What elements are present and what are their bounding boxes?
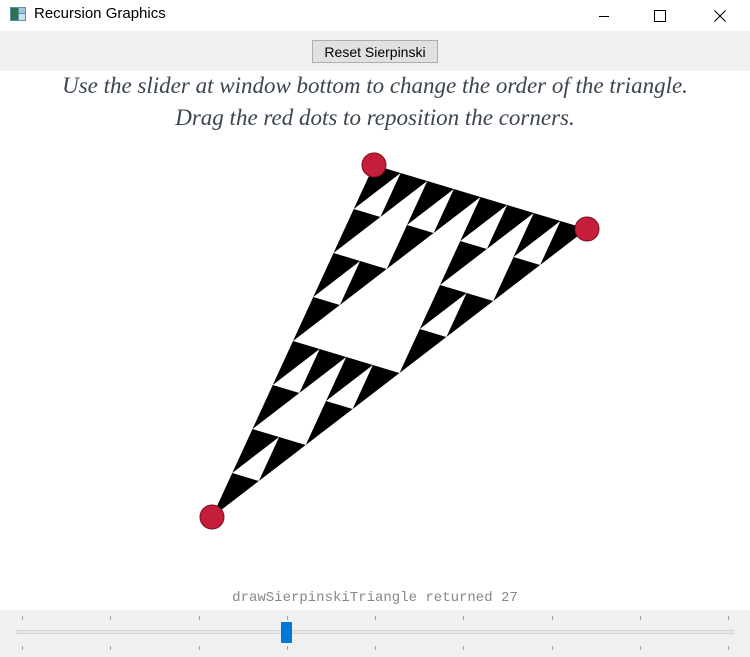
instruction-line-1: Use the slider at window bottom to chang…: [62, 73, 688, 98]
slider-tick: [110, 616, 112, 620]
instruction-line-2: Drag the red dots to reposition the corn…: [175, 105, 575, 130]
slider-tick: [375, 616, 376, 620]
window-title: Recursion Graphics: [34, 5, 166, 22]
order-slider-thumb[interactable]: [281, 622, 293, 643]
sierpinski-cell: [419, 285, 467, 329]
sierpinski-cell: [299, 349, 347, 393]
slider-tick: [639, 616, 641, 620]
sierpinski-cell: [333, 209, 381, 253]
sierpinski-cell: [399, 329, 447, 373]
sierpinski-cell: [313, 253, 361, 297]
sierpinski-cell: [407, 181, 454, 225]
minimize-button[interactable]: [581, 0, 627, 31]
toolbar: Reset Sierpinski: [0, 31, 750, 71]
slider-tick: [551, 616, 553, 620]
sierpinski-cell: [513, 213, 561, 257]
slider-tick: [286, 616, 288, 620]
slider-tick: [198, 646, 200, 650]
maximize-icon: [654, 9, 666, 22]
sierpinski-cell: [258, 437, 306, 481]
sierpinski-cell: [326, 357, 373, 401]
slider-tick: [375, 646, 376, 650]
maximize-button[interactable]: [637, 0, 683, 31]
sierpinski-cell: [352, 365, 400, 409]
slider-tick: [728, 646, 729, 650]
sierpinski-cell: [486, 205, 534, 249]
sierpinski-cell: [293, 297, 340, 341]
sierpinski-cell: [493, 257, 541, 301]
slider-tick: [639, 646, 641, 650]
order-slider-track[interactable]: [16, 630, 734, 634]
sierpinski-drawing: [199, 152, 600, 530]
graphics-canvas: Use the slider at window bottom to chang…: [0, 71, 750, 610]
sierpinski-cell: [252, 385, 300, 429]
sierpinski-cell: [460, 197, 508, 241]
corner-dot-top[interactable]: [361, 152, 387, 178]
app-icon: [10, 7, 26, 21]
slider-tick: [22, 616, 23, 620]
title-bar: Recursion Graphics: [0, 0, 750, 31]
status-text: drawSierpinskiTriangle returned 27: [232, 590, 518, 606]
slider-tick: [463, 646, 465, 650]
slider-tick: [22, 646, 23, 650]
sierpinski-cell: [446, 293, 494, 337]
slider-tick: [728, 616, 729, 620]
corner-dot-right[interactable]: [574, 216, 600, 242]
sierpinski-cell: [305, 401, 353, 445]
corner-dot-bottom[interactable]: [199, 504, 225, 530]
sierpinski-cell: [353, 165, 401, 209]
slider-tick: [286, 646, 288, 650]
sierpinski-cell: [232, 429, 280, 473]
reset-sierpinski-button[interactable]: Reset Sierpinski: [312, 40, 438, 63]
slider-tick: [198, 616, 200, 620]
sierpinski-triangles: [212, 165, 587, 517]
sierpinski-cell: [440, 241, 487, 285]
minimize-icon: [599, 15, 609, 17]
close-icon: [714, 9, 726, 22]
order-slider-panel: [0, 610, 750, 657]
slider-tick: [110, 646, 112, 650]
sierpinski-cell: [380, 173, 428, 217]
sierpinski-cell: [386, 225, 434, 269]
sierpinski-cell: [212, 473, 259, 517]
slider-tick: [551, 646, 553, 650]
sierpinski-cell: [433, 189, 481, 233]
close-button[interactable]: [697, 0, 743, 31]
sierpinski-cell: [272, 341, 320, 385]
slider-tick: [463, 616, 465, 620]
sierpinski-cell: [339, 261, 387, 305]
